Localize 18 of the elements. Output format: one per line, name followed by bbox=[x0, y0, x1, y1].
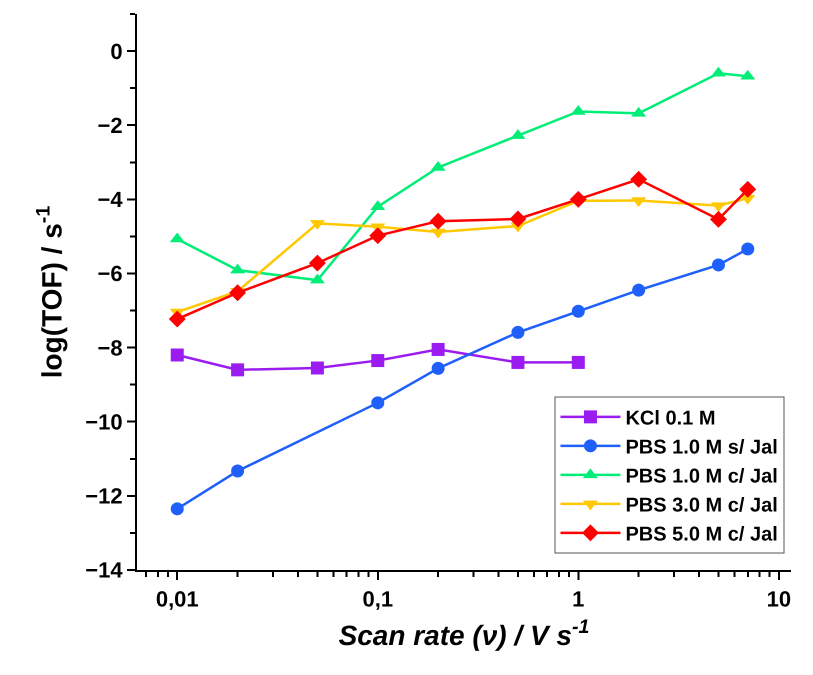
x-tick-label: 1 bbox=[572, 586, 584, 612]
y-tick-label: −4 bbox=[98, 187, 124, 212]
x-tick-label: 10 bbox=[766, 586, 792, 612]
y-tick-label: −6 bbox=[98, 261, 123, 286]
legend-label: KCl 0.1 M bbox=[625, 408, 716, 430]
x-tick-label: 0,1 bbox=[362, 586, 394, 612]
legend-label: PBS 1.0 M c/ Jal bbox=[625, 466, 778, 488]
y-tick-label: −8 bbox=[98, 335, 123, 360]
x-axis-title: Scan rate (ν) / V s$^{-1}$ bbox=[338, 616, 590, 651]
legend-label: PBS 3.0 M c/ Jal bbox=[625, 494, 778, 517]
y-tick-label: −14 bbox=[85, 558, 124, 583]
y-tick-label: −2 bbox=[98, 112, 123, 138]
legend-label: PBS 1.0 M s/ Jal bbox=[625, 436, 778, 459]
y-tick-label: −10 bbox=[85, 409, 123, 434]
y-tick-label: 0 bbox=[110, 38, 123, 64]
x-tick-label: 0,01 bbox=[156, 586, 199, 612]
y-tick-label: −12 bbox=[85, 484, 123, 509]
legend-label: PBS 5.0 M c/ Jal bbox=[625, 524, 778, 546]
